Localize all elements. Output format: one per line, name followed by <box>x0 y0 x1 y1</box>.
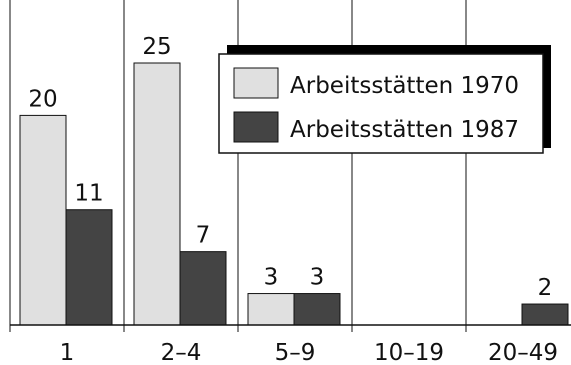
data-label: 20 <box>28 86 57 112</box>
x-tick-label: 10–19 <box>374 340 444 365</box>
bar <box>293 293 341 326</box>
data-label: 2 <box>538 275 553 301</box>
legend-label-1970: Arbeitsstätten 1970 <box>290 73 519 99</box>
bar <box>247 293 295 326</box>
x-axis: 1 2–4 5–9 10–19 20–49 <box>10 324 571 365</box>
legend-label-1987: Arbeitsstätten 1987 <box>290 117 519 143</box>
data-label: 7 <box>196 223 211 249</box>
x-tick-label: 2–4 <box>161 340 202 365</box>
legend-swatch-1970 <box>233 67 279 99</box>
bars <box>19 62 569 326</box>
data-label: 3 <box>310 265 325 291</box>
x-tick-label: 5–9 <box>275 340 316 365</box>
bar <box>19 114 67 326</box>
legend-swatch-1987 <box>233 111 279 143</box>
x-tick-label: 20–49 <box>488 340 558 365</box>
data-label: 3 <box>264 265 279 291</box>
data-label: 25 <box>142 34 171 60</box>
bar <box>65 209 113 326</box>
data-label: 11 <box>74 181 103 207</box>
data-labels: 20 25 3 11 7 3 2 <box>28 34 552 301</box>
bar <box>521 303 569 326</box>
bar <box>179 251 227 326</box>
bar <box>133 62 181 326</box>
legend: Arbeitsstätten 1970 Arbeitsstätten 1987 <box>218 45 551 154</box>
x-tick-label: 1 <box>60 340 75 365</box>
